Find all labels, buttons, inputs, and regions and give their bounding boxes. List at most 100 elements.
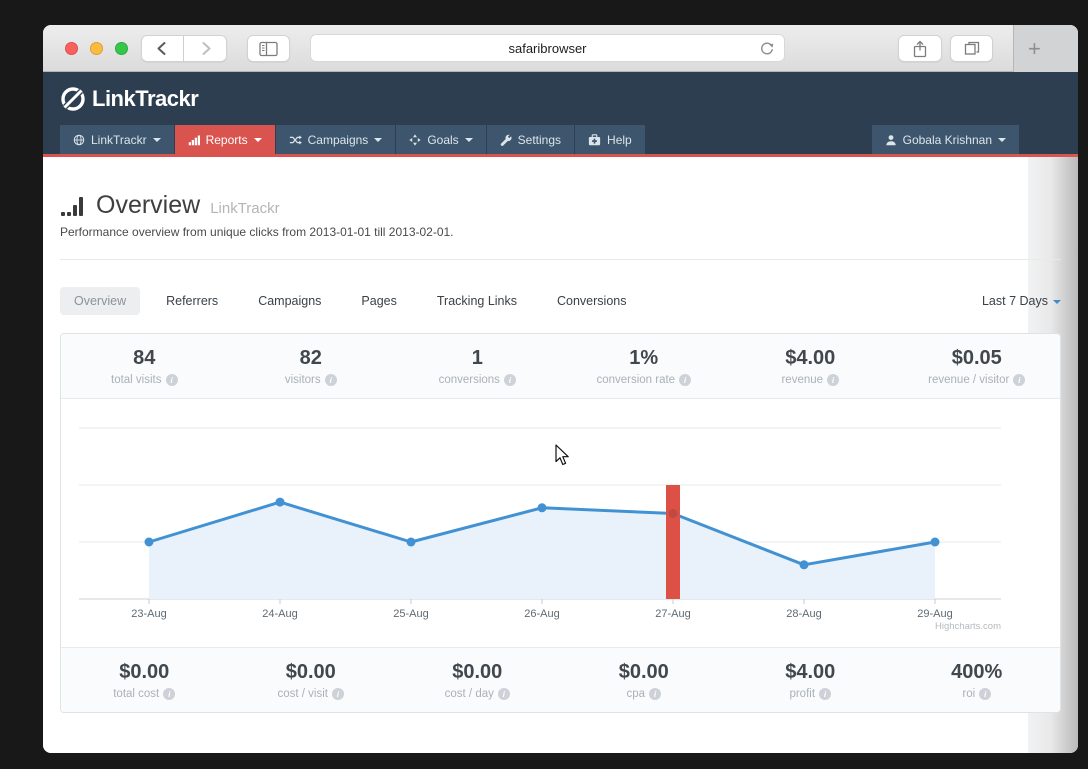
user-name: Gobala Krishnan	[902, 132, 992, 147]
date-range-label: Last 7 Days	[981, 294, 1048, 308]
chevron-down-icon	[374, 138, 383, 142]
page-subtitle: Performance overview from unique clicks …	[60, 225, 454, 239]
stat-label: conversions	[438, 374, 500, 386]
overview-panel: 84 total visits i 82 visitors i 1 conversi…	[60, 333, 1061, 713]
stat-label: revenue / visitor	[928, 374, 1010, 386]
app-header: LinkTrackr	[43, 72, 1078, 125]
info-icon[interactable]: i	[1013, 374, 1026, 386]
chevron-down-icon	[464, 138, 473, 142]
main-navbar: LinkTrackr Reports Campaigns	[43, 125, 1078, 157]
nav-label: Reports	[205, 132, 248, 147]
svg-text:27-Aug: 27-Aug	[655, 608, 690, 620]
tab-pages[interactable]: Pages	[361, 294, 397, 308]
info-icon[interactable]: i	[163, 688, 176, 700]
nav-label: Goals	[427, 132, 459, 147]
info-icon[interactable]: i	[679, 374, 692, 386]
tab-campaigns[interactable]: Campaigns	[258, 294, 322, 308]
globe-icon	[73, 134, 85, 145]
tab-referrers[interactable]: Referrers	[166, 294, 219, 308]
svg-text:25-Aug: 25-Aug	[393, 608, 428, 620]
stat-label: conversion rate	[596, 374, 676, 386]
info-icon[interactable]: i	[324, 374, 337, 386]
stat-roi: 400% roi i	[894, 661, 1061, 700]
stat-revenue-visitor: $0.05 revenue / visitor i	[894, 347, 1061, 386]
info-icon[interactable]: i	[165, 374, 178, 386]
svg-text:28-Aug: 28-Aug	[786, 608, 821, 620]
browser-window: safaribrowser +	[43, 25, 1078, 753]
stat-revenue: $4.00 revenue i	[727, 347, 894, 386]
nav-item-reports[interactable]: Reports	[174, 125, 275, 154]
nav-item-settings[interactable]: Settings	[486, 125, 575, 154]
stats-row-bottom: $0.00 total cost i $0.00 cost / visit i $0…	[61, 648, 1060, 712]
info-icon[interactable]: i	[979, 688, 992, 700]
chevron-down-icon	[253, 138, 262, 142]
linktrackr-logo-icon	[61, 86, 85, 111]
nav-label: Settings	[517, 132, 562, 147]
stat-label: cost / day	[444, 688, 494, 700]
svg-text:29-Aug: 29-Aug	[917, 608, 952, 620]
date-range-dropdown[interactable]: Last 7 Days	[982, 294, 1061, 308]
medkit-icon	[588, 133, 601, 145]
stat-label: revenue	[781, 374, 824, 386]
stats-row-top: 84 total visits i 82 visitors i 1 conversi…	[61, 334, 1060, 398]
stat-profit: $4.00 profit i	[727, 661, 894, 700]
address-bar-text: safaribrowser	[508, 40, 587, 56]
new-tab-button[interactable]: +	[1028, 35, 1041, 61]
address-bar[interactable]: safaribrowser	[310, 34, 785, 62]
stat-label: cpa	[626, 688, 646, 700]
chevron-left-icon	[157, 42, 166, 55]
target-icon	[409, 133, 421, 146]
zoom-window-button[interactable]	[115, 42, 128, 55]
stat-value: $4.00	[785, 347, 836, 369]
sidebar-button[interactable]	[247, 35, 290, 62]
show-all-tabs-button[interactable]	[950, 35, 993, 62]
report-tabs: Overview Referrers Campaigns Pages Track…	[60, 286, 1061, 316]
visits-chart[interactable]: 23-Aug 24-Aug 25-Aug 26-Aug 27-Aug 28-Aug 29-A…	[61, 398, 1060, 648]
shuffle-icon	[289, 135, 302, 144]
stat-total-cost: $0.00 total cost i	[61, 661, 228, 700]
info-icon[interactable]: i	[819, 688, 832, 700]
forward-button[interactable]	[184, 35, 227, 62]
stat-value: 84	[133, 347, 156, 369]
svg-text:Highcharts.com: Highcharts.com	[935, 621, 1001, 632]
stat-value: 400%	[951, 661, 1003, 683]
minimize-window-button[interactable]	[90, 42, 103, 55]
page-title-section: Overview LinkTrackr Performance overview…	[60, 157, 1061, 260]
tab-overview[interactable]: Overview	[60, 287, 141, 315]
stat-total-visits: 84 total visits i	[61, 347, 228, 386]
stat-label: roi	[962, 688, 976, 700]
bar-chart-icon	[188, 135, 200, 145]
stat-value: $0.05	[951, 347, 1002, 369]
nav-item-campaigns[interactable]: Campaigns	[275, 125, 396, 154]
page-title: Overview	[96, 191, 201, 219]
info-icon[interactable]: i	[503, 374, 516, 386]
app-logo[interactable]: LinkTrackr	[60, 86, 199, 112]
close-window-button[interactable]	[65, 42, 78, 55]
stat-visitors: 82 visitors i	[228, 347, 395, 386]
tab-tracking-links[interactable]: Tracking Links	[436, 294, 517, 308]
chevron-down-icon	[998, 138, 1006, 142]
page-viewport: Overview LinkTrackr Performance overview…	[43, 157, 1078, 753]
nav-item-help[interactable]: Help	[575, 125, 645, 154]
info-icon[interactable]: i	[649, 688, 662, 700]
stat-cost-visit: $0.00 cost / visit i	[228, 661, 395, 700]
reload-icon[interactable]	[758, 40, 775, 60]
share-button[interactable]	[898, 35, 942, 62]
stat-conversion-rate: 1% conversion rate i	[561, 347, 728, 386]
info-icon[interactable]: i	[497, 688, 510, 700]
bar-chart-icon	[61, 196, 83, 216]
nav-item-linktrackr[interactable]: LinkTrackr	[60, 125, 174, 154]
chevron-right-icon	[202, 42, 210, 55]
tab-conversions[interactable]: Conversions	[557, 294, 627, 308]
nav-label: LinkTrackr	[91, 132, 147, 147]
svg-text:24-Aug: 24-Aug	[262, 608, 297, 620]
chevron-down-icon	[152, 138, 161, 142]
tab-overview-icon	[964, 41, 979, 55]
sidebar-icon	[259, 41, 278, 56]
nav-item-goals[interactable]: Goals	[396, 125, 486, 154]
user-menu[interactable]: Gobala Krishnan	[871, 125, 1019, 154]
back-button[interactable]	[141, 35, 184, 62]
info-icon[interactable]: i	[331, 688, 344, 700]
info-icon[interactable]: i	[827, 374, 840, 386]
wrench-icon	[500, 134, 512, 146]
